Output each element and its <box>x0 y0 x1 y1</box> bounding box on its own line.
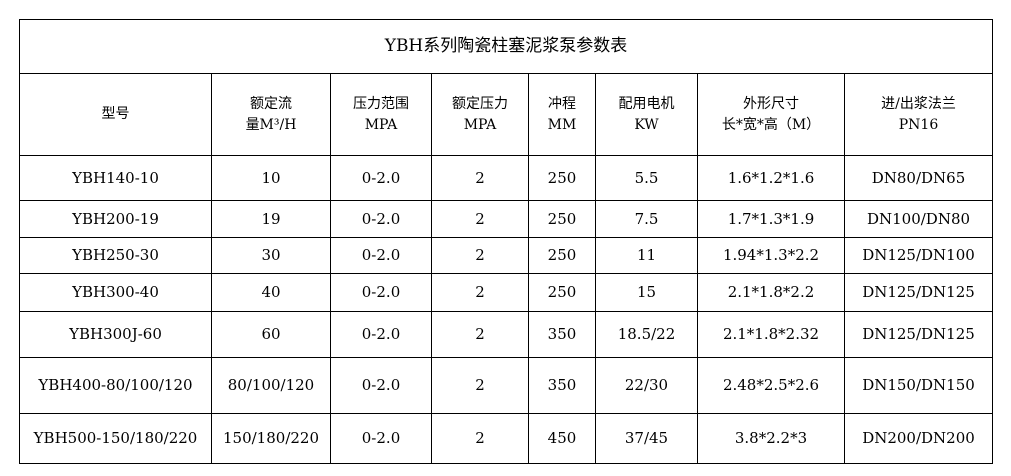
table-cell: 350 <box>528 357 596 414</box>
header-line2: 长*宽*高（M） <box>721 116 821 133</box>
table-cell: 350 <box>528 311 596 358</box>
table-cell: YBH200-19 <box>19 200 212 238</box>
column-header: 进/出浆法兰 PN16 <box>844 73 993 156</box>
table-cell: YBH300J-60 <box>19 311 212 358</box>
table-row: YBH500-150/180/220 150/180/220 0-2.0 2 450 37… <box>19 413 993 464</box>
table-cell: 60 <box>211 311 331 358</box>
table-cell: DN200/DN200 <box>844 413 993 464</box>
table-cell: 30 <box>211 237 331 274</box>
column-header: 型号 <box>19 73 212 156</box>
table-cell: 0-2.0 <box>330 155 432 201</box>
table-cell: 0-2.0 <box>330 200 432 238</box>
header-line2: MPA <box>364 116 398 133</box>
table-cell: 2 <box>431 413 529 464</box>
table-cell: 2 <box>431 200 529 238</box>
table-cell: 0-2.0 <box>330 413 432 464</box>
table-cell: 7.5 <box>595 200 698 238</box>
table-row: YBH140-10 10 0-2.0 2 250 5.5 1.6*1.2*1.6 DN80/D… <box>19 155 993 201</box>
table-cell: 18.5/22 <box>595 311 698 358</box>
parameter-table: YBH系列陶瓷柱塞泥浆泵参数表 型号 额定流量M³/H 压力范围 MPA 额定压力 MPA… <box>19 19 993 464</box>
header-line2: 量M³/H <box>245 116 297 133</box>
table-row: YBH300J-60 60 0-2.0 2 350 18.5/22 2.1*1.8*2.32… <box>19 311 993 358</box>
header-line1: 压力范围 <box>353 95 409 112</box>
table-cell: 2 <box>431 237 529 274</box>
table-cell: DN125/DN100 <box>844 237 993 274</box>
table-row: YBH300-40 40 0-2.0 2 250 15 2.1*1.8*2.2 DN125/D… <box>19 273 993 312</box>
column-header: 外形尺寸长*宽*高（M） <box>697 73 845 156</box>
table-cell: 37/45 <box>595 413 698 464</box>
table-cell: 10 <box>211 155 331 201</box>
table-cell: 1.7*1.3*1.9 <box>697 200 845 238</box>
header-line2: KW <box>634 116 659 133</box>
table-cell: 250 <box>528 273 596 312</box>
table-cell: 40 <box>211 273 331 312</box>
table-cell: 0-2.0 <box>330 357 432 414</box>
table-title: YBH系列陶瓷柱塞泥浆泵参数表 <box>19 19 993 74</box>
table-cell: 22/30 <box>595 357 698 414</box>
table-cell: 3.8*2.2*3 <box>697 413 845 464</box>
table-cell: 250 <box>528 155 596 201</box>
table-cell: 450 <box>528 413 596 464</box>
table-cell: DN125/DN125 <box>844 273 993 312</box>
table-cell: 0-2.0 <box>330 237 432 274</box>
table-cell: 2.48*2.5*2.6 <box>697 357 845 414</box>
table-cell: DN80/DN65 <box>844 155 993 201</box>
table-cell: 15 <box>595 273 698 312</box>
table-cell: YBH500-150/180/220 <box>19 413 212 464</box>
table-cell: YBH300-40 <box>19 273 212 312</box>
table-cell: 2 <box>431 357 529 414</box>
header-line2: PN16 <box>898 116 939 133</box>
table-cell: DN150/DN150 <box>844 357 993 414</box>
table-cell: 2 <box>431 155 529 201</box>
column-header: 额定压力 MPA <box>431 73 529 156</box>
table-cell: 0-2.0 <box>330 311 432 358</box>
table-cell: 250 <box>528 200 596 238</box>
header-line1: 配用电机 <box>618 95 675 112</box>
header-line2: MPA <box>463 116 497 133</box>
table-cell: 80/100/120 <box>211 357 331 414</box>
header-line1: 进/出浆法兰 <box>881 95 956 112</box>
table-row: YBH400-80/100/120 80/100/120 0-2.0 2 350 22/3… <box>19 357 993 414</box>
table-cell: 5.5 <box>595 155 698 201</box>
table-cell: YBH250-30 <box>19 237 212 274</box>
header-line1: 额定压力 <box>452 95 508 112</box>
table-cell: 2.1*1.8*2.32 <box>697 311 845 358</box>
table-cell: 19 <box>211 200 331 238</box>
column-header: 压力范围 MPA <box>330 73 432 156</box>
table-cell: 0-2.0 <box>330 273 432 312</box>
table-cell: YBH400-80/100/120 <box>19 357 212 414</box>
column-header: 冲程 MM <box>528 73 596 156</box>
table-cell: DN125/DN125 <box>844 311 993 358</box>
table-cell: 150/180/220 <box>211 413 331 464</box>
header-line1: 额定流 <box>250 95 292 112</box>
table-cell: 250 <box>528 237 596 274</box>
table-cell: 2 <box>431 273 529 312</box>
table-cell: 11 <box>595 237 698 274</box>
table-cell: YBH140-10 <box>19 155 212 201</box>
column-header: 配用电机 KW <box>595 73 698 156</box>
header-line1: 冲程 <box>548 95 576 112</box>
column-header: 额定流量M³/H <box>211 73 331 156</box>
table-row: YBH200-19 19 0-2.0 2 250 7.5 1.7*1.3*1.9 DN100/… <box>19 200 993 238</box>
header-line1: 外形尺寸 <box>743 95 799 112</box>
header-line2: MM <box>547 116 577 133</box>
table-cell: 2.1*1.8*2.2 <box>697 273 845 312</box>
table-row: YBH250-30 30 0-2.0 2 250 11 1.94*1.3*2.2 DN125/… <box>19 237 993 274</box>
table-cell: 1.94*1.3*2.2 <box>697 237 845 274</box>
header-row: 型号 额定流量M³/H 压力范围 MPA 额定压力 MPA 冲程 MM 配用电机 KW 外形尺寸长*… <box>19 73 993 156</box>
table-cell: DN100/DN80 <box>844 200 993 238</box>
table-cell: 2 <box>431 311 529 358</box>
header-line1: 型号 <box>101 106 130 122</box>
table-cell: 1.6*1.2*1.6 <box>697 155 845 201</box>
